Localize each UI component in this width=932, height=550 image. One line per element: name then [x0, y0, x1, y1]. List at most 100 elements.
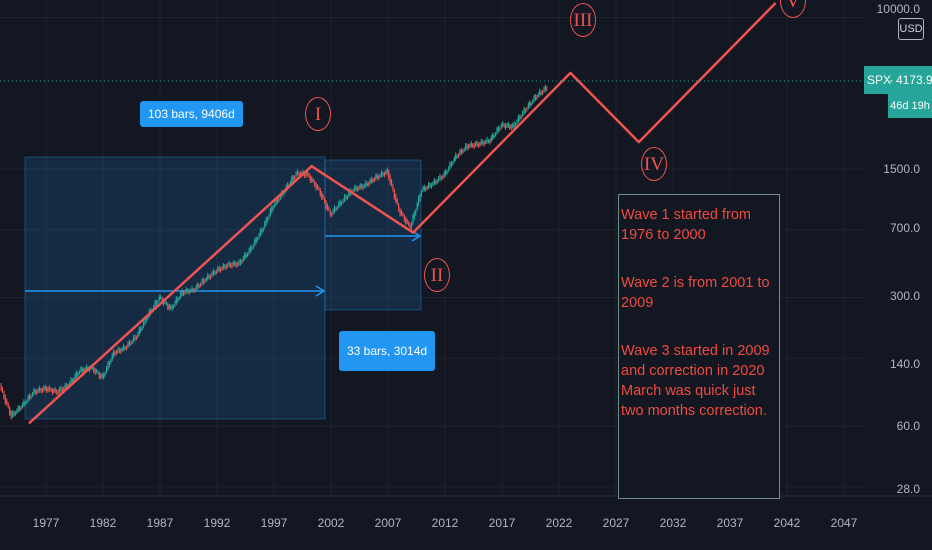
x-tick-label: 1992	[203, 516, 231, 530]
candle-body	[402, 214, 404, 216]
candle-body	[17, 406, 19, 411]
candle-body	[190, 290, 192, 292]
candle-body	[26, 401, 28, 403]
candle-body	[313, 182, 316, 185]
candle-body	[111, 354, 113, 360]
candle-body	[51, 390, 53, 393]
candle-body	[107, 363, 109, 369]
candle-body	[399, 209, 401, 215]
candle-body	[158, 297, 160, 300]
candle-body	[395, 195, 397, 201]
x-tick-label: 1997	[260, 516, 288, 530]
candle-body	[269, 209, 272, 215]
candle-body	[37, 390, 39, 392]
candle-body	[499, 128, 501, 130]
last-price-tag: SPX - 4173.9 46d 19h	[864, 66, 932, 118]
candle-body	[182, 292, 185, 294]
y-tick-label: 140.0	[889, 357, 920, 371]
candle-body	[315, 184, 317, 189]
candle-body	[389, 176, 391, 183]
price-series	[0, 84, 548, 420]
candle-body	[311, 178, 313, 181]
candle-body	[459, 151, 461, 155]
candle-body	[462, 151, 464, 153]
candle-body	[98, 373, 101, 377]
candle-body	[418, 197, 420, 205]
candle-body	[305, 174, 307, 176]
candle-body	[208, 276, 210, 278]
candle-body	[50, 389, 52, 391]
candle-body	[76, 372, 78, 377]
candle-body	[214, 272, 216, 274]
x-tick-label: 2007	[374, 516, 402, 530]
candle-body	[494, 134, 497, 136]
candle-body	[66, 385, 68, 387]
candle-body	[275, 199, 277, 204]
candle-body	[165, 303, 167, 305]
candle-body	[184, 292, 186, 294]
currency-label[interactable]: USD	[898, 18, 924, 40]
candle-body	[514, 124, 517, 126]
candle-body	[68, 383, 71, 386]
candle-body	[490, 137, 492, 141]
candle-body	[234, 262, 236, 265]
candle-body	[97, 372, 99, 374]
candle-body	[80, 368, 82, 371]
measurement-zones	[24, 156, 422, 420]
candle-body	[439, 175, 441, 180]
candle-body	[393, 190, 395, 198]
candle-body	[406, 220, 408, 222]
candle-body	[423, 186, 425, 190]
candle-body	[383, 173, 386, 176]
y-tick-label: 28.0	[896, 482, 920, 496]
measure-label-1: 103 bars, 9406d	[140, 101, 243, 127]
candle-body	[108, 362, 110, 366]
candle-body	[398, 205, 400, 210]
candle-body	[164, 301, 166, 303]
candle-body	[36, 391, 38, 394]
x-tick-label: 1982	[89, 516, 117, 530]
candle-body	[239, 260, 242, 264]
annotation-box[interactable]: Wave 1 started from 1976 to 2000 Wave 2 …	[618, 194, 780, 499]
candle-body	[476, 142, 478, 145]
candle-body	[355, 186, 357, 190]
candle-body	[473, 145, 475, 147]
candle-body	[345, 196, 347, 199]
candle-body	[502, 123, 504, 126]
candle-body	[93, 368, 95, 372]
candle-body	[228, 262, 230, 266]
candle-body	[255, 238, 257, 242]
candle-body	[527, 104, 529, 108]
x-tick-label: 2022	[545, 516, 573, 530]
candle-body	[31, 394, 34, 396]
candle-body	[81, 368, 83, 371]
candle-body	[27, 396, 29, 401]
candle-body	[373, 179, 376, 181]
candle-body	[245, 254, 247, 257]
candle-body	[532, 101, 534, 103]
candle-body	[440, 177, 443, 179]
x-tick-label: 2002	[317, 516, 345, 530]
candle-body	[480, 141, 482, 144]
candle-body	[251, 248, 253, 250]
candle-body	[235, 264, 237, 266]
candle-body	[0, 385, 2, 390]
candle-body	[533, 96, 535, 101]
x-tick-label: 2012	[431, 516, 459, 530]
candle-body	[204, 280, 206, 282]
candle-body	[415, 211, 417, 214]
candle-body	[530, 103, 532, 105]
candle-body	[392, 185, 394, 190]
candle-body	[63, 388, 65, 390]
candle-body	[380, 172, 383, 176]
candle-body	[503, 125, 505, 127]
candle-body	[410, 223, 413, 228]
candle-body	[207, 275, 209, 279]
candle-body	[405, 218, 407, 223]
candle-body	[298, 173, 300, 175]
candle-body	[455, 154, 457, 159]
candle-body	[301, 172, 303, 174]
candle-body	[427, 184, 430, 187]
